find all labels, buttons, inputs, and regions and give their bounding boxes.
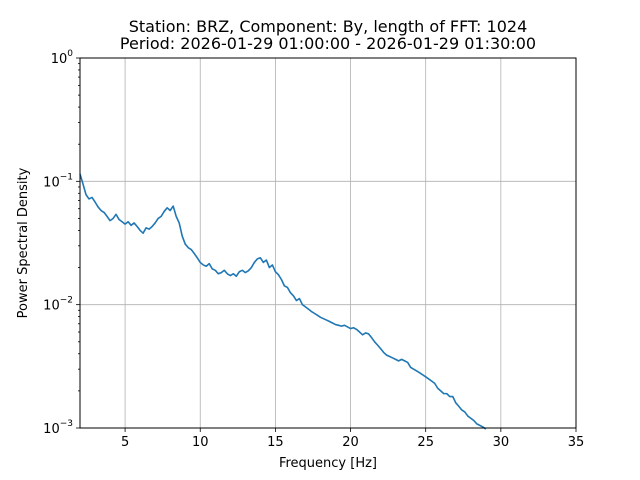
x-tick-label: 30 <box>493 435 510 450</box>
x-tick-label: 5 <box>121 435 129 450</box>
chart-title-line-1: Station: BRZ, Component: By, length of F… <box>129 17 528 36</box>
x-tick-label: 15 <box>267 435 284 450</box>
x-tick-label: 20 <box>342 435 359 450</box>
x-tick-label: 25 <box>417 435 434 450</box>
psd-series-line <box>79 173 487 430</box>
data-layer <box>79 173 487 430</box>
x-tick-label: 10 <box>192 435 209 450</box>
y-tick-label: 10−1 <box>43 172 73 190</box>
y-tick-label: 100 <box>51 49 74 67</box>
y-tick-label: 10−3 <box>43 419 73 437</box>
x-axis: 5 10 15 20 25 30 35 <box>121 428 584 450</box>
plot-frame <box>79 57 577 429</box>
y-axis: 100 10−1 10−2 10−3 <box>43 49 80 437</box>
chart-title-line-2: Period: 2026-01-29 01:00:00 - 2026-01-29… <box>120 34 536 53</box>
y-axis-label: Power Spectral Density <box>16 167 31 318</box>
x-tick-label: 35 <box>568 435 585 450</box>
grid <box>80 58 577 428</box>
y-tick-label: 10−2 <box>43 296 73 314</box>
x-axis-label: Frequency [Hz] <box>279 456 377 471</box>
